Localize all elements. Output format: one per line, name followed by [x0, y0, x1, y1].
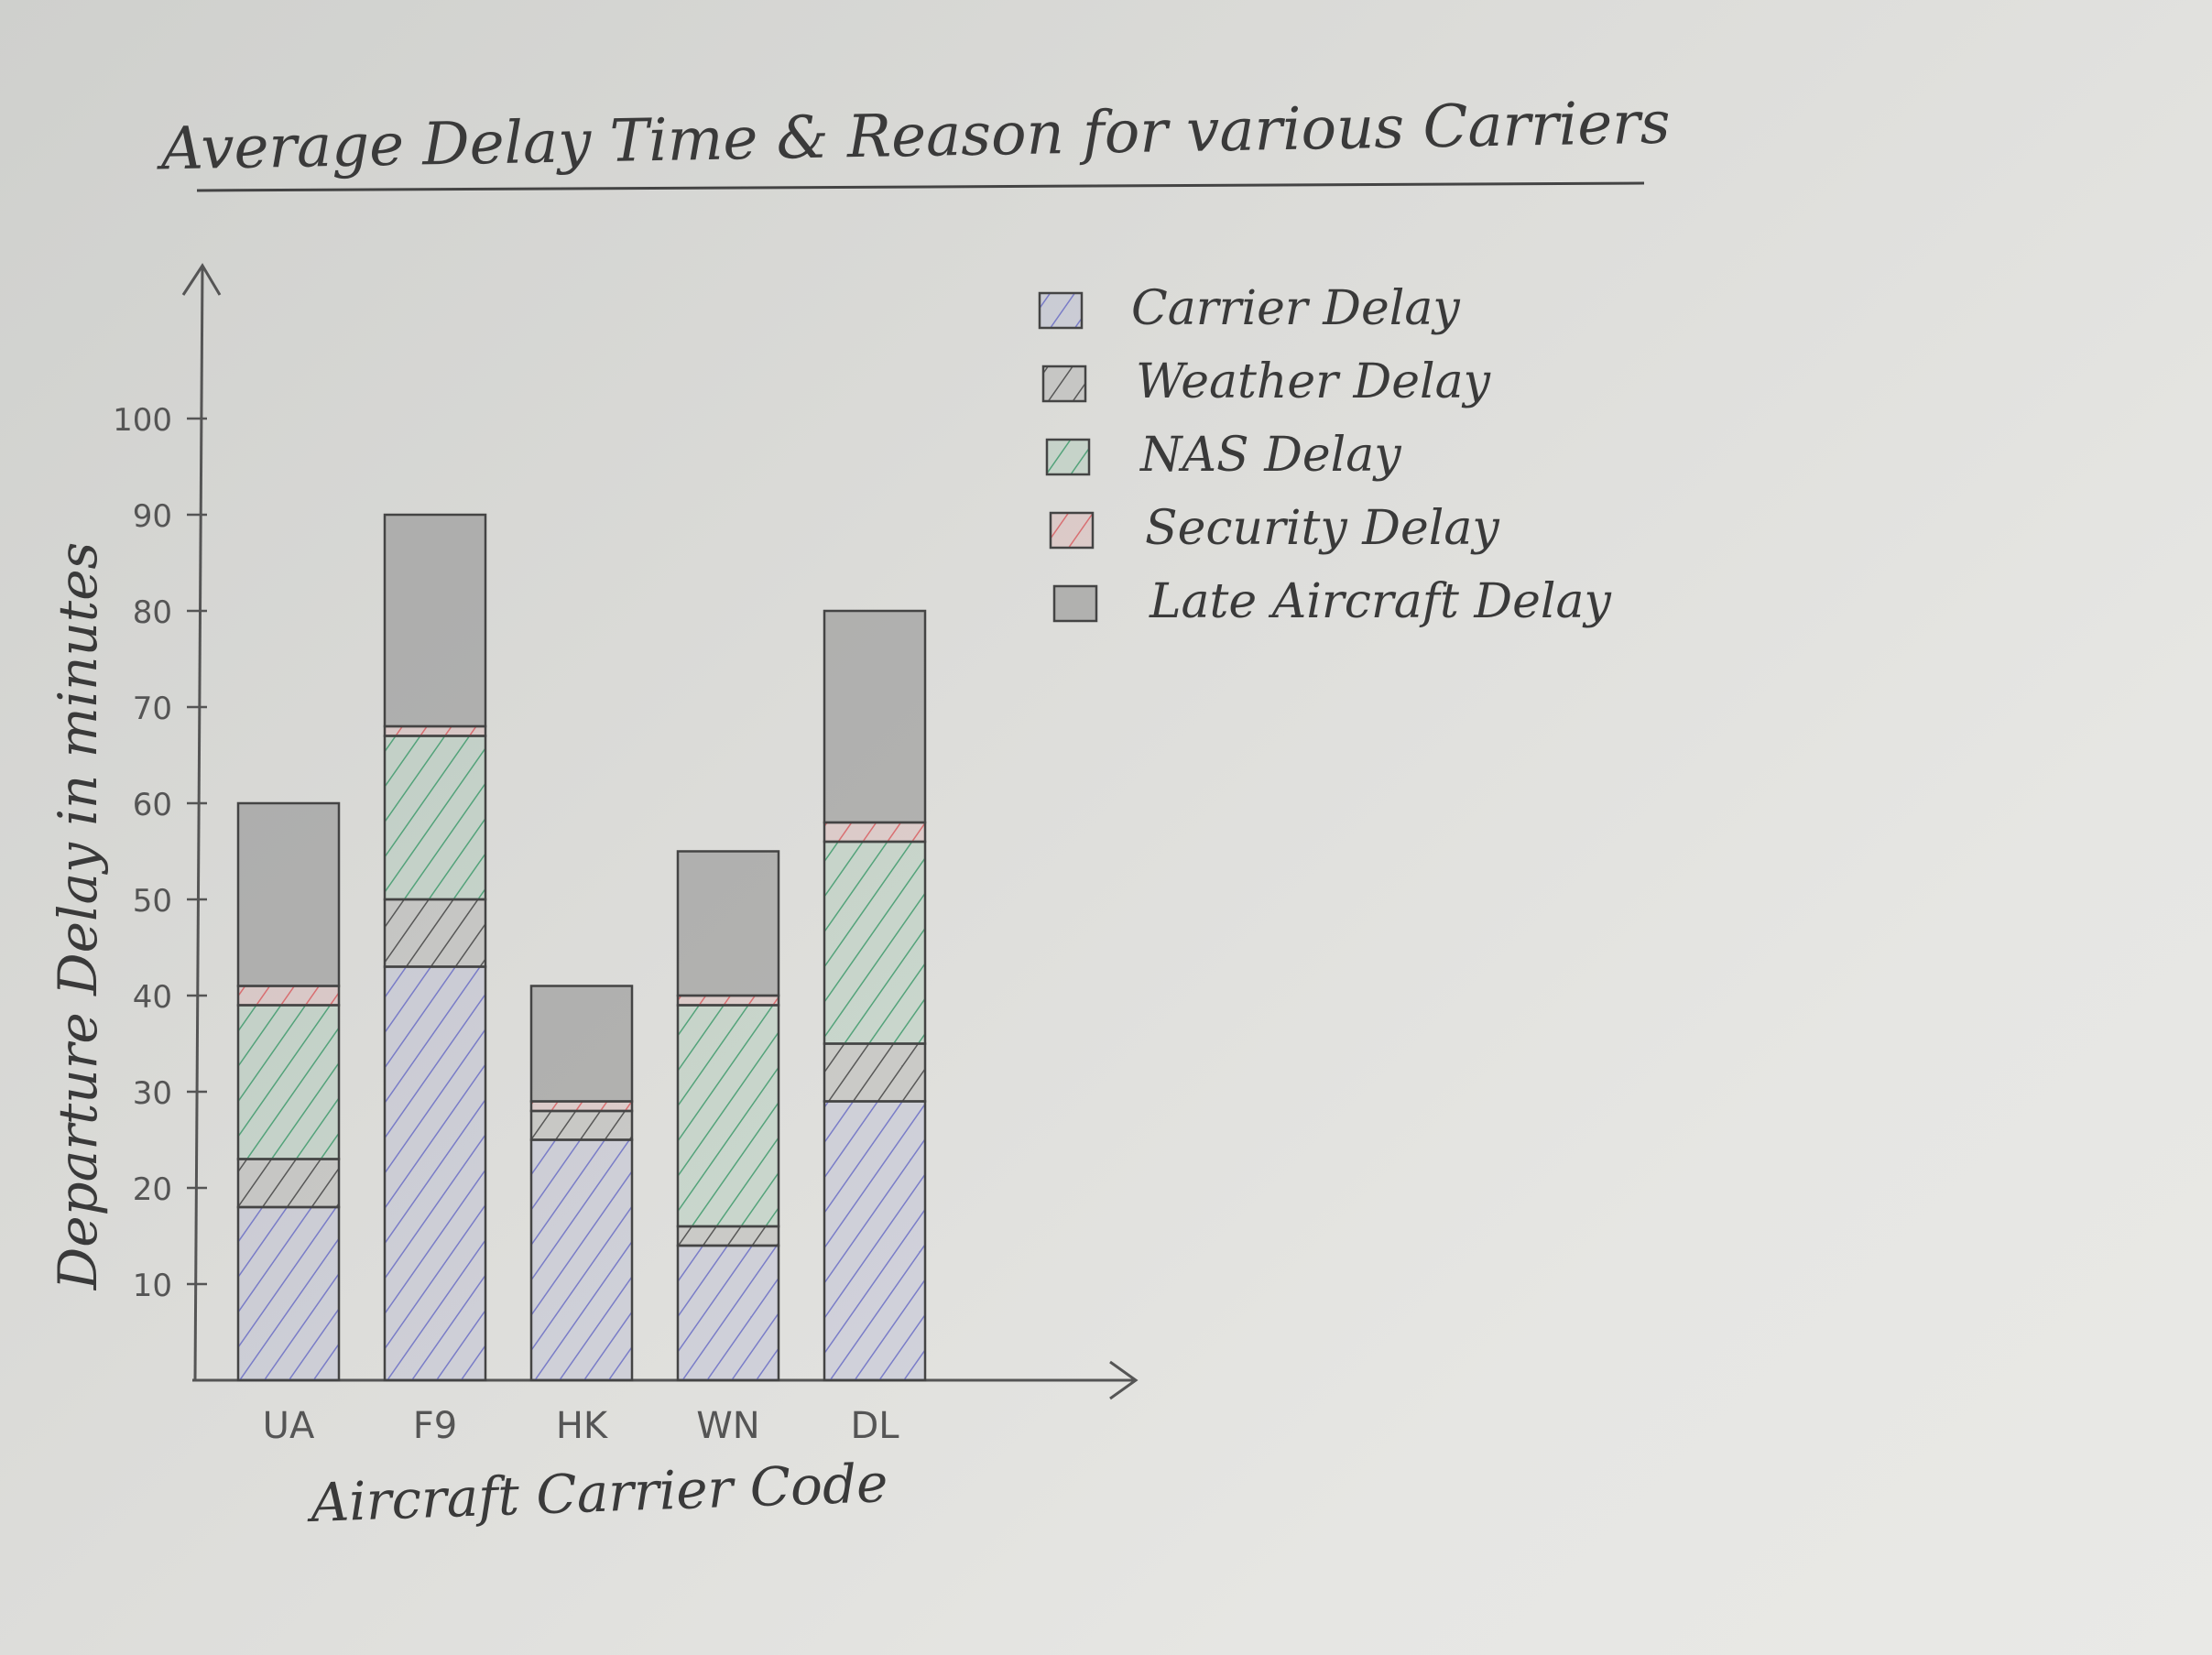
y-tick-label-10: 10: [133, 1268, 172, 1304]
bar-ua-nas-delay: [236, 1004, 341, 1160]
bar-ua-security-delay: [236, 985, 341, 1007]
legend-swatch-carrier-delay: [1038, 291, 1084, 330]
y-tick-label-30: 30: [133, 1075, 172, 1112]
legend-label-weather-delay: Weather Delay: [1136, 354, 1491, 409]
bar-dl-weather-delay: [823, 1042, 927, 1103]
y-tick-label-60: 60: [133, 787, 172, 823]
x-tick-label-ua: UA: [263, 1405, 315, 1447]
x-ticks: UA F9 HK WN DL: [263, 1405, 900, 1447]
legend-swatch-weather-delay: [1041, 365, 1087, 403]
bar-wn-late-aircraft-delay: [676, 850, 780, 997]
y-tick-label-80: 80: [133, 594, 172, 631]
y-tick-label-70: 70: [133, 691, 172, 727]
y-tick-label-90: 90: [133, 498, 172, 535]
bar-dl-carrier-delay: [823, 1100, 927, 1382]
bar-ua-carrier-delay: [236, 1205, 341, 1382]
legend-label-carrier-delay: Carrier Delay: [1131, 281, 1460, 336]
legend-label-security-delay: Security Delay: [1145, 501, 1499, 556]
y-ticks: 10 20 30 40 50 60 70 80 90 100: [113, 402, 207, 1304]
bar-hk-carrier-delay: [529, 1138, 634, 1382]
axes: [181, 263, 1139, 1400]
y-axis-line: [193, 265, 204, 1381]
x-tick-label-hk: HK: [556, 1405, 609, 1447]
legend-swatch-nas-delay: [1045, 438, 1091, 476]
bar-f9-nas-delay: [383, 735, 487, 901]
y-tick-label-100: 100: [113, 402, 172, 439]
legend: Carrier Delay Weather Delay NAS Delay Secur…: [1038, 281, 1612, 629]
bar-f9-carrier-delay: [383, 965, 487, 1382]
title-underline: [196, 181, 1645, 192]
bar-hk-security-delay: [529, 1100, 634, 1113]
bar-f9-security-delay: [383, 724, 487, 737]
legend-swatch-security-delay: [1049, 511, 1095, 550]
bar-dl-security-delay: [823, 821, 927, 844]
bar-ua-late-aircraft-delay: [236, 801, 341, 987]
bar-wn-carrier-delay: [676, 1244, 780, 1382]
x-tick-label-f9: F9: [413, 1405, 457, 1447]
bar-wn-weather-delay: [676, 1225, 780, 1247]
bars: [236, 513, 927, 1382]
bar-f9-weather-delay: [383, 898, 487, 968]
bar-dl-late-aircraft-delay: [823, 609, 927, 824]
bar-wn-nas-delay: [676, 1004, 780, 1228]
y-axis-label: Departure Delay in minutes: [47, 542, 109, 1291]
y-tick-label-20: 20: [133, 1171, 172, 1208]
x-tick-label-wn: WN: [696, 1405, 759, 1447]
legend-label-nas-delay: NAS Delay: [1139, 428, 1401, 483]
legend-label-late-aircraft-delay: Late Aircraft Delay: [1149, 574, 1612, 629]
bar-hk-weather-delay: [529, 1109, 634, 1141]
x-tick-label-dl: DL: [850, 1405, 899, 1447]
y-tick-label-50: 50: [133, 883, 172, 920]
x-axis-arrow: [1109, 1360, 1139, 1400]
bar-dl-nas-delay: [823, 840, 927, 1045]
x-axis-label: Aircraft Carrier Code: [305, 1452, 888, 1534]
bar-ua-weather-delay: [236, 1158, 341, 1209]
chart-title: Average Delay Time & Reason for various …: [156, 90, 1671, 184]
y-tick-label-40: 40: [133, 979, 172, 1016]
bar-wn-security-delay: [676, 994, 780, 1007]
bar-f9-late-aircraft-delay: [383, 513, 487, 728]
bar-hk-late-aircraft-delay: [529, 985, 634, 1103]
legend-swatch-late-aircraft-delay: [1052, 584, 1098, 623]
y-axis-arrow: [181, 263, 222, 296]
